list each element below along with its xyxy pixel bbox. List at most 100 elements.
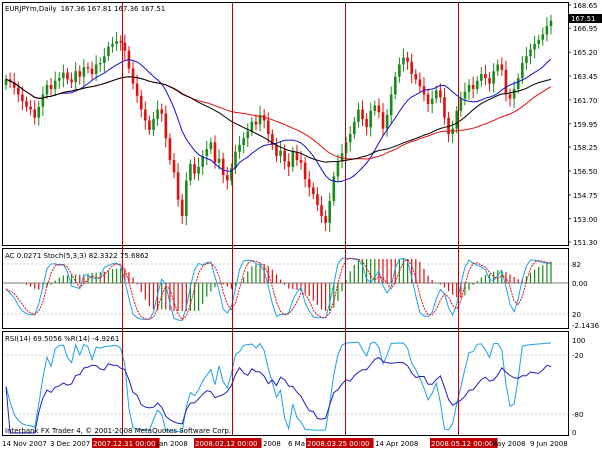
candle-body	[369, 110, 372, 128]
candle-body	[29, 106, 32, 110]
candle-body	[33, 109, 36, 118]
ac-bar	[464, 283, 466, 296]
candle-body	[25, 101, 28, 107]
ac-bar	[415, 259, 417, 283]
rsi-lines-group	[5, 341, 552, 434]
candle-body	[230, 168, 233, 181]
current-price-marker	[569, 14, 602, 23]
current-price-label: 167.51	[571, 15, 596, 23]
price-tick-label: 159.95	[573, 121, 598, 129]
ac-bar	[116, 268, 118, 283]
ac-bar	[148, 283, 151, 307]
ac-bar	[534, 269, 536, 283]
candle-body	[266, 120, 270, 135]
candle-body	[533, 43, 536, 50]
candle-body	[279, 150, 282, 156]
candle-body	[275, 145, 278, 156]
ac-bar	[374, 259, 376, 283]
candle-body	[320, 205, 323, 217]
ac-bar	[202, 283, 204, 304]
ac-bar	[189, 283, 191, 311]
candle-body	[180, 199, 184, 217]
candle-body	[353, 121, 356, 135]
ac-bar	[361, 259, 364, 283]
ac-bar	[255, 264, 257, 283]
candle-body	[508, 94, 512, 99]
ac-bar	[431, 280, 433, 283]
candle-body	[168, 138, 172, 161]
candle-body	[131, 68, 135, 84]
candle-body	[434, 90, 438, 99]
ac-bar	[493, 271, 495, 283]
candle-body	[475, 80, 479, 90]
candle-body	[525, 56, 528, 64]
candle-body	[443, 97, 446, 118]
candle-body	[74, 71, 77, 83]
ac-bar	[480, 277, 482, 283]
price-tick-label: 165.20	[573, 49, 598, 57]
candle-body	[426, 94, 430, 105]
candle-body	[49, 84, 53, 90]
ac-bar	[87, 273, 89, 283]
indicator-pane[interactable]	[2, 248, 569, 329]
ac-bar	[230, 283, 232, 289]
ac-bar	[124, 268, 126, 283]
ac-bar	[538, 266, 540, 283]
ac-bar	[259, 263, 261, 283]
ac-bar	[472, 283, 474, 285]
ac-bar	[29, 283, 32, 287]
ac-bar	[341, 283, 343, 292]
candle-body	[393, 76, 397, 95]
ac-bar	[394, 259, 396, 283]
indicator-tick-zero: 0.00	[572, 280, 588, 288]
candle-body	[86, 67, 90, 69]
candle-body	[512, 89, 516, 99]
candles-group	[4, 14, 553, 233]
ac-bar	[304, 283, 306, 294]
candle-body	[484, 73, 487, 79]
ac-bar	[206, 283, 208, 297]
candle-body	[307, 179, 311, 188]
ac-bar	[427, 275, 429, 283]
ac-bar	[66, 275, 69, 283]
indicator-tick-min: -2.1436	[572, 322, 600, 330]
ac-bar	[329, 283, 331, 311]
ac-bar	[456, 283, 458, 298]
ac-bar	[423, 268, 425, 283]
ac-bar	[107, 270, 110, 283]
ac-bar	[284, 283, 286, 285]
date-highlight-label: 2008.05.12 00:00	[431, 440, 493, 448]
ac-bar	[251, 266, 253, 283]
ac-bar	[353, 264, 355, 283]
candle-body	[410, 61, 413, 74]
candle-body	[389, 94, 393, 115]
ac-bar	[435, 282, 437, 284]
ac-bar	[263, 264, 265, 283]
ac-bar	[103, 271, 105, 283]
candle-body	[414, 73, 418, 80]
candle-body	[209, 142, 213, 150]
candle-body	[521, 63, 524, 79]
price-tick-label: 151.30	[573, 239, 598, 247]
ac-bar	[349, 271, 351, 283]
ac-bar	[411, 259, 413, 283]
ac-bar	[370, 259, 372, 283]
candle-body	[45, 84, 49, 95]
price-pane[interactable]	[2, 2, 569, 246]
candle-body	[152, 119, 155, 130]
rsi-line	[5, 356, 552, 434]
ac-bar	[484, 274, 487, 283]
candle-body	[365, 119, 368, 128]
price-tick-label: 154.75	[573, 192, 598, 200]
candle-body	[197, 166, 200, 174]
ac-bar	[275, 274, 278, 283]
candle-body	[78, 71, 82, 77]
ac-bar	[517, 279, 519, 283]
candle-body	[12, 82, 16, 88]
candle-body	[459, 98, 463, 111]
stoch-main-line	[5, 257, 551, 322]
candle-body	[504, 69, 508, 95]
wpr-line	[5, 341, 552, 432]
candle-body	[82, 67, 86, 77]
